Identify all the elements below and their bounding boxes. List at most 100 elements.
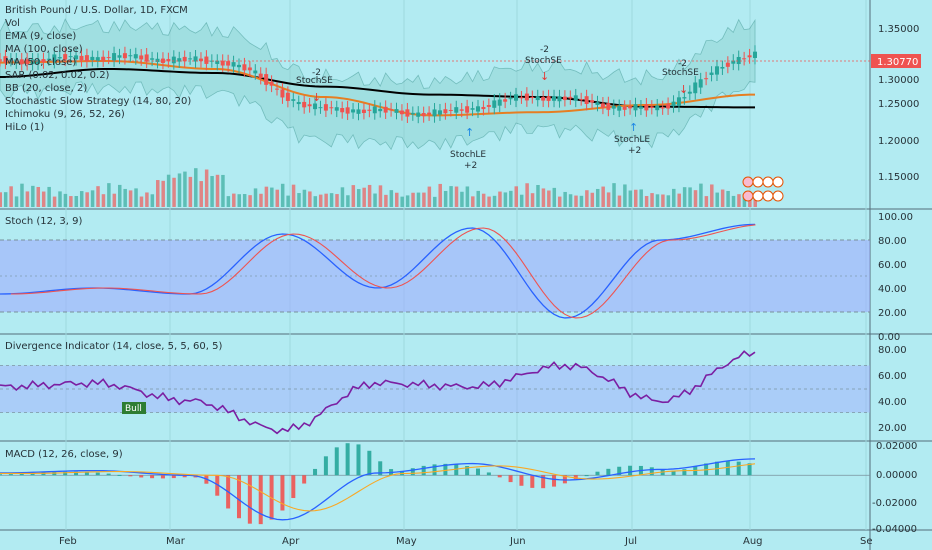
candle-body	[443, 109, 448, 114]
macd-histogram-bar	[421, 465, 426, 476]
macd-title[interactable]: MACD (12, 26, close, 9)	[5, 449, 123, 460]
macd-tick: -0.04000	[872, 524, 917, 535]
volume-bar	[237, 194, 241, 207]
candle-body	[133, 54, 138, 59]
macd-histogram-bar	[345, 443, 350, 476]
macd-histogram-bar	[0, 474, 2, 476]
volume-bar	[172, 177, 176, 207]
candle-body	[470, 108, 475, 110]
indicator-label: BB (20, close, 2)	[5, 83, 87, 94]
volume-bar	[471, 196, 475, 207]
volume-bar	[481, 193, 486, 207]
candle-body	[95, 57, 100, 62]
stoch-title[interactable]: Stoch (12, 3, 9)	[5, 216, 82, 227]
macd-histogram-bar	[519, 475, 524, 486]
divergence-title[interactable]: Divergence Indicator (14, close, 5, 5, 6…	[5, 341, 223, 352]
macd-histogram-bar	[410, 468, 415, 476]
volume-bar	[443, 190, 448, 207]
candle-body	[220, 60, 225, 66]
indicator-label: Ichimoku (9, 26, 52, 26)	[5, 109, 125, 120]
volume-bar	[188, 176, 193, 207]
candle-body	[30, 59, 35, 65]
candle-body	[638, 106, 643, 109]
indicator-label: MA (50, close)	[5, 57, 76, 68]
macd-histogram-bar	[508, 475, 513, 483]
candle-body	[367, 109, 372, 111]
volume-bar	[117, 184, 122, 207]
volume-bar	[340, 187, 345, 207]
stoch-tick: 80.00	[878, 236, 907, 247]
volume-bar	[101, 194, 106, 207]
candle-body	[704, 78, 709, 80]
volume-bar	[367, 184, 372, 207]
time-label: Aug	[743, 536, 763, 547]
volume-bar	[14, 196, 19, 207]
bollinger-band	[0, 18, 756, 151]
volume-bar	[232, 193, 236, 207]
candle-body	[465, 106, 470, 113]
candle-body	[41, 59, 46, 63]
volume-bar	[623, 184, 627, 207]
volume-bar	[215, 174, 220, 207]
candle-body	[660, 107, 665, 109]
macd-histogram-bar	[150, 475, 155, 479]
candle-body	[725, 62, 730, 67]
candle-body	[736, 56, 741, 65]
candle-body	[296, 102, 301, 105]
macd-histogram-bar	[617, 466, 622, 476]
volume-bar	[715, 192, 719, 207]
stoch-axis[interactable]: 100.00 80.00 60.00 40.00 20.00 0.00	[878, 212, 913, 343]
candle-body	[74, 55, 79, 60]
candle-body	[530, 96, 535, 98]
candle-body	[421, 113, 426, 117]
macd-histogram-bar	[74, 471, 79, 476]
volume-bar	[612, 183, 616, 207]
candle-body	[557, 96, 562, 102]
macd-histogram-bar	[291, 475, 296, 499]
volume-bar	[726, 190, 730, 207]
price-legend[interactable]: British Pound / U.S. Dollar, 1D, FXCM Vo…	[5, 5, 191, 133]
candle-body	[535, 96, 540, 101]
div-tick: 40.00	[878, 397, 907, 408]
volume-bar	[259, 193, 263, 207]
candle-body	[633, 104, 638, 111]
divergence-pane[interactable]	[0, 350, 870, 435]
candle-body	[345, 107, 350, 114]
candle-body	[410, 112, 415, 115]
price-axis[interactable]: 1.35000 1.30000 1.25000 1.20000 1.15000 …	[871, 24, 921, 183]
candle-body	[503, 99, 508, 102]
stoch-tick: 0.00	[878, 332, 900, 343]
volume-bar	[313, 196, 318, 207]
stoch-k-line	[0, 223, 756, 319]
volume-bar	[69, 196, 73, 207]
candle-body	[182, 56, 187, 62]
candle-body	[497, 99, 502, 106]
candle-body	[720, 66, 725, 69]
volume-bar	[454, 186, 459, 207]
divergence-axis[interactable]: 80.00 60.00 40.00 20.00	[878, 345, 907, 434]
candle-body	[101, 56, 106, 61]
macd-pane[interactable]	[0, 443, 870, 525]
volume-bar	[204, 169, 209, 207]
candle-body	[269, 81, 274, 86]
candle-body	[709, 72, 714, 75]
events-icon[interactable]	[742, 176, 784, 202]
price-pane[interactable]	[0, 18, 870, 207]
macd-axis[interactable]: 0.02000 0.00000 -0.02000 -0.04000	[872, 441, 917, 535]
candle-body	[84, 55, 89, 62]
volume-bar	[449, 186, 453, 207]
candle-body	[150, 58, 155, 60]
candle-body	[628, 106, 633, 109]
volume-bar	[563, 191, 567, 207]
stoch-tick: 100.00	[878, 212, 913, 223]
macd-histogram-bar	[63, 471, 68, 476]
volume-bar	[275, 189, 280, 207]
candle-body	[8, 59, 13, 61]
candle-body	[448, 109, 453, 111]
signal-label: StochLE	[450, 150, 486, 160]
candle-body	[351, 109, 356, 113]
indicator-label: EMA (9, close)	[5, 31, 76, 42]
stoch-pane[interactable]	[0, 223, 870, 319]
time-axis[interactable]: Feb Mar Apr May Jun Jul Aug Se	[59, 536, 873, 547]
